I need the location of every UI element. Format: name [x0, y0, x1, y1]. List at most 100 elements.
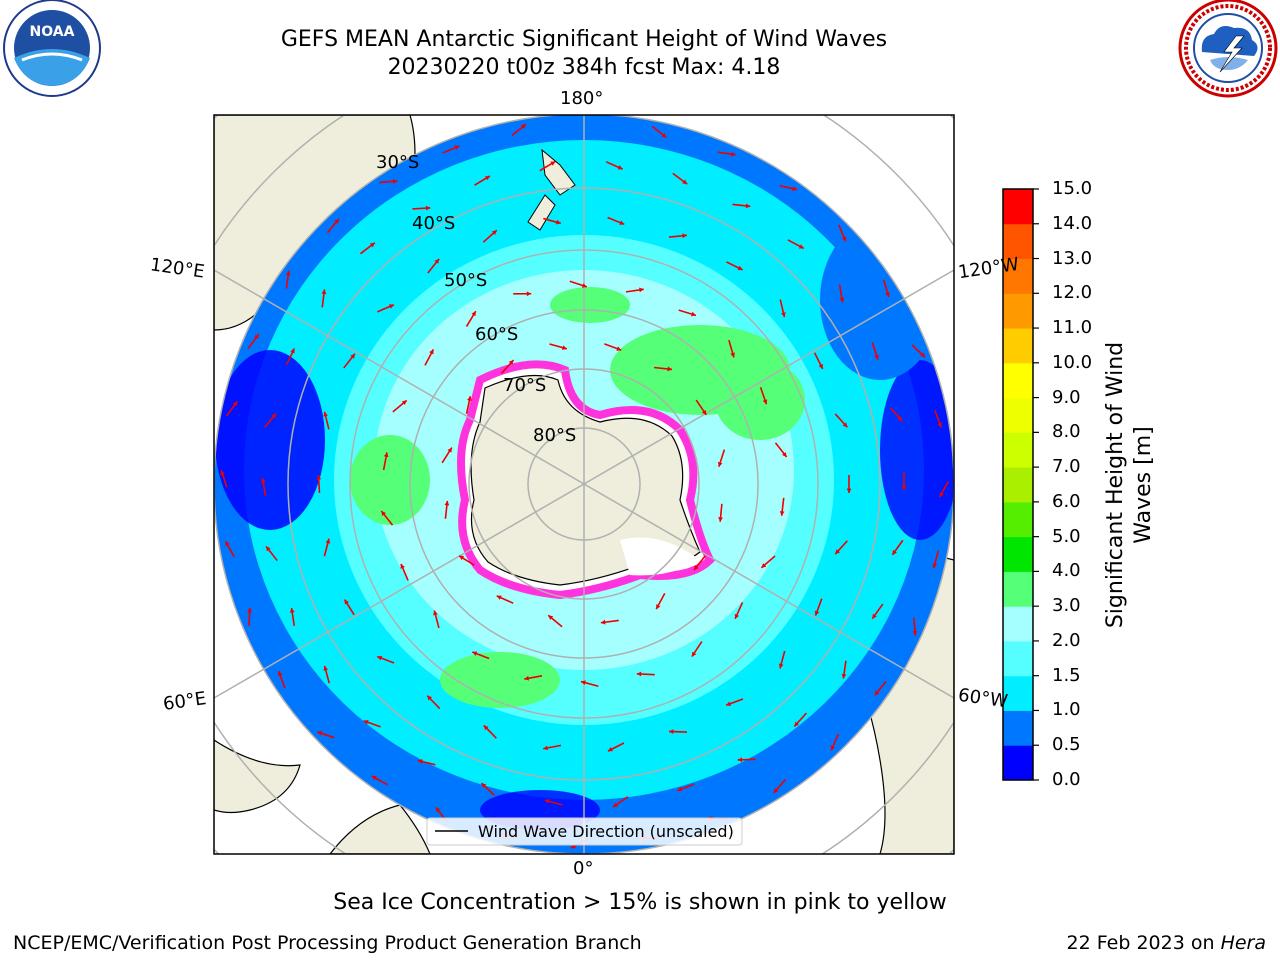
- colorbar-segment: [1003, 640, 1033, 677]
- wind-arrow-head: [717, 461, 723, 467]
- colorbar-tick-label: 8.0: [1052, 421, 1081, 443]
- graticule: [214, 115, 954, 854]
- wind-arrow-head: [401, 400, 407, 406]
- colorbar-segment: [1003, 397, 1033, 433]
- wind-arrow-head: [526, 291, 532, 297]
- wind-arrow-head: [344, 599, 349, 605]
- wind-arrow-head: [798, 244, 804, 249]
- wind-arrow-head: [677, 786, 683, 792]
- wind-arrow-head: [814, 610, 820, 616]
- wind-arrow-head: [388, 304, 394, 309]
- wind-arrow-head: [392, 179, 398, 184]
- wind-arrow-head: [254, 334, 259, 340]
- wind-arrow-head: [454, 145, 460, 150]
- wind-arrow-head: [266, 546, 271, 552]
- wind-arrow-head: [232, 401, 238, 407]
- wind-arrow-head: [761, 563, 767, 568]
- map-subtitle: 20230220 t00z 384h fcst Max: 4.18: [387, 55, 781, 80]
- wind-arrow-head: [718, 517, 723, 522]
- wind-arrow-head: [543, 745, 548, 751]
- wind-arrow-head: [835, 549, 840, 555]
- colorbar-tick-label: 3.0: [1052, 595, 1081, 617]
- wind-arrow-head: [842, 422, 848, 428]
- wind-arrow-head: [607, 747, 613, 752]
- wind-arrow-head: [617, 165, 623, 170]
- wind-arrow-head: [325, 538, 331, 544]
- wind-arrow-head: [874, 354, 879, 360]
- footer-date: 22 Feb 2023 on Hera: [1067, 932, 1266, 954]
- colorbar-tick-label: 1.5: [1052, 664, 1081, 686]
- colorbar-segment: [1003, 467, 1033, 503]
- wind-arrow-head: [225, 541, 230, 547]
- wind-arrow-head: [901, 485, 907, 490]
- colorbar-tick-label: 7.0: [1052, 456, 1081, 478]
- wind-arrow-head: [561, 345, 567, 350]
- sea-ice-note: Sea Ice Concentration > 15% is shown in …: [333, 890, 947, 915]
- noaa-logo-text: NOAA: [30, 24, 75, 40]
- wind-arrow-head: [745, 203, 751, 209]
- wind-arrow-head: [544, 799, 550, 804]
- wind-arrow-head: [737, 757, 743, 763]
- wind-arrow-head: [548, 615, 554, 620]
- colorbar-segment: [1003, 675, 1033, 711]
- wind-arrow-head: [550, 161, 556, 166]
- lon-label-180: 180°: [560, 88, 604, 109]
- madagascar-land: [214, 739, 301, 814]
- wind-arrow-head: [616, 346, 622, 351]
- wind-arrow-head: [555, 219, 561, 225]
- wind-arrow-head: [260, 478, 266, 483]
- nws-logo: [1178, 0, 1278, 98]
- wind-arrow-head: [693, 565, 699, 571]
- wind-arrow-head: [691, 311, 696, 317]
- wind-arrow-head: [323, 665, 329, 671]
- legend-label: Wind Wave Direction (unscaled): [478, 822, 734, 841]
- colorbar-tick-label: 6.0: [1052, 490, 1081, 512]
- wind-arrow-head: [782, 452, 787, 457]
- wind-arrow-head: [682, 179, 688, 185]
- colorbar-segment: [1003, 258, 1033, 294]
- wind-arrow-head: [496, 595, 502, 600]
- colorbar-tick-label: 1.0: [1052, 699, 1081, 721]
- map-frame: [213, 114, 955, 855]
- wind-arrow-head: [247, 607, 253, 613]
- wind-arrow-head: [939, 492, 944, 498]
- colorbar-segment: [1003, 501, 1033, 538]
- colorbar-segment: [1003, 606, 1033, 642]
- wind-arrow-head: [290, 348, 295, 354]
- wind-arrow-head: [285, 270, 291, 276]
- wind-arrow-head: [444, 500, 450, 506]
- lat-label-40s: 40°S: [412, 213, 455, 234]
- colorbar-border: [1002, 188, 1034, 781]
- colorbar-segment: [1003, 432, 1033, 468]
- colorbar-segment: [1003, 745, 1033, 781]
- wind-arrow-head: [778, 663, 784, 669]
- wind-arrow-head: [371, 775, 377, 781]
- wind-arrow-head: [484, 175, 490, 181]
- colorbar-tick-label: 14.0: [1052, 212, 1093, 234]
- wind-arrow-head: [613, 802, 619, 808]
- wind-arrow-head: [377, 655, 383, 661]
- lat-label-30s: 30°S: [376, 152, 419, 173]
- wind-arrow-head: [369, 242, 375, 248]
- wind-arrow-head: [656, 604, 661, 610]
- wind-arrow-head: [471, 311, 476, 317]
- wind-arrow-head: [459, 555, 465, 561]
- antarctica-land: [470, 374, 701, 586]
- colorbar-tick-label: 11.0: [1052, 317, 1093, 339]
- wind-arrow-head: [730, 151, 736, 157]
- wind-arrow-head: [636, 671, 642, 677]
- wind-arrow-head: [872, 613, 877, 619]
- wind-arrow-head: [839, 297, 845, 303]
- wind-arrow-head: [383, 452, 389, 458]
- wind-arrow-head: [434, 258, 440, 264]
- wind-arrow-head: [581, 283, 587, 288]
- colorbar-tick-label: 9.0: [1052, 386, 1081, 408]
- lat-label-70s: 70°S: [503, 375, 546, 396]
- wind-arrow-head: [481, 783, 487, 788]
- wind-arrow-head: [600, 619, 606, 625]
- wind-arrow-head: [897, 416, 903, 422]
- colorbar-tick-label: 15.0: [1052, 178, 1093, 199]
- wind-arrow-head: [792, 186, 798, 191]
- footer-machine: Hera: [1220, 932, 1266, 954]
- colorbar-segment: [1003, 223, 1033, 260]
